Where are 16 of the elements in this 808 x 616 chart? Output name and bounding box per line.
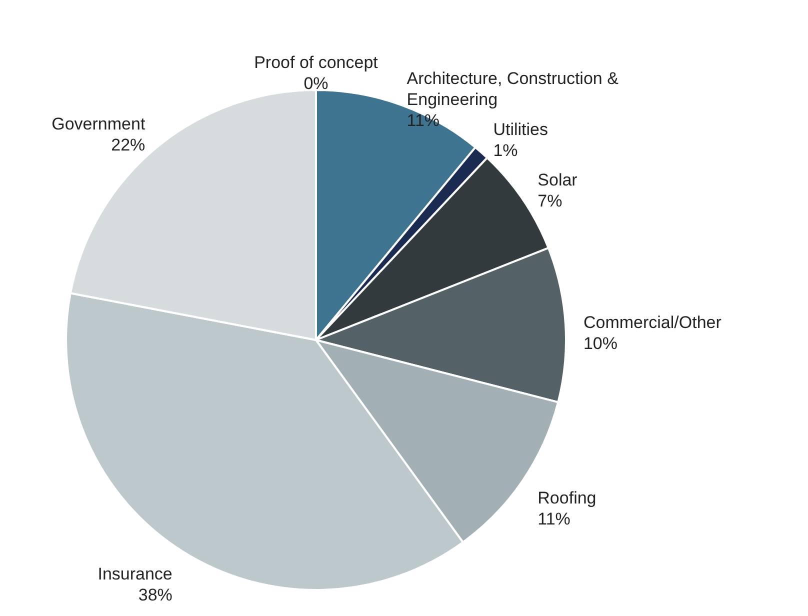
data-label: 38%	[138, 585, 172, 604]
slice-label: Architecture, Construction & Engineering	[406, 68, 620, 109]
category-label: Proof of concept	[254, 53, 378, 72]
slice-label: Utilities	[493, 120, 548, 139]
data-label: 1%	[493, 140, 518, 160]
slice-label: Commercial/Other	[583, 313, 722, 332]
data-label: 10%	[583, 334, 618, 354]
slice-label: Insurance	[98, 564, 172, 584]
slice-label: Roofing	[538, 488, 596, 508]
text: 0%	[304, 74, 328, 93]
data-label: 7%	[538, 191, 562, 210]
data-label: 11%	[406, 110, 440, 130]
slice-label: Solar	[538, 170, 578, 190]
data-label: 11%	[538, 510, 570, 529]
slice-label: Government	[52, 114, 146, 134]
data-label: 22%	[111, 136, 146, 154]
